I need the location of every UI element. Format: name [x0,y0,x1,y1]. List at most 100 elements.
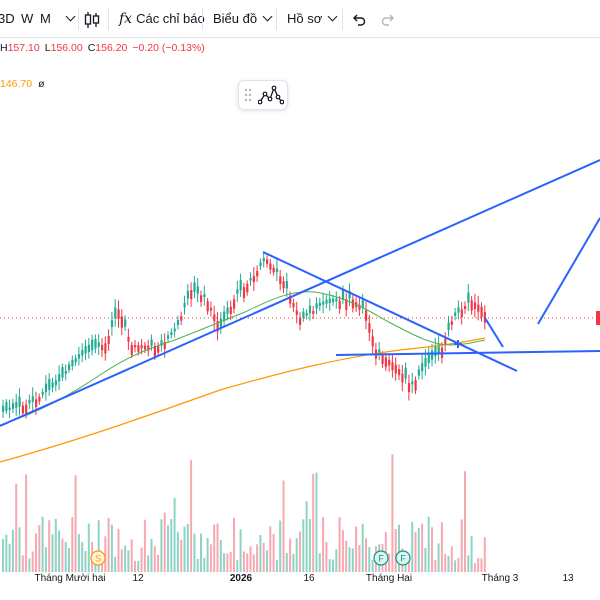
candle [348,290,351,299]
event-marker [90,550,106,566]
volume-bar [203,557,206,572]
volume-bar [94,562,97,572]
volume-bar [417,527,420,572]
candle [219,318,222,328]
candle [200,295,203,302]
candle [203,294,206,298]
volume-bar [173,497,176,572]
candle [11,403,15,409]
chevron-down-icon [65,11,76,22]
volume-bar [25,474,28,572]
candle [61,367,64,378]
candle [266,259,269,264]
volume-bar [322,517,325,572]
volume-bar [104,536,107,572]
candle [190,290,193,300]
volume-bar [216,523,219,572]
volume-bar [365,538,367,572]
volume-bar [315,472,318,572]
candle [384,357,387,367]
volume-bar [434,559,437,572]
candle [223,311,226,322]
candle [120,316,123,328]
profile-menu-label: Hồ sơ [287,11,323,26]
candle [71,359,74,367]
candle [279,276,282,285]
volume-bar [107,517,110,572]
interval-month-button[interactable]: M [40,11,51,26]
candle [289,295,292,304]
candle [170,331,173,336]
volume-bar [256,544,259,572]
candle [454,312,457,316]
volume-bar [18,527,21,572]
candle [351,299,354,309]
candle [464,306,467,310]
candle [292,303,295,308]
candle [447,322,450,330]
x-tick-label: Tháng Hai [365,573,413,584]
candle [196,286,199,294]
volume-bar [473,563,476,572]
candle [378,349,381,353]
volume-bar [143,519,146,572]
volume-bar [335,549,338,572]
volume-bar [74,475,77,572]
volume-bar [5,534,8,572]
candle [41,391,44,395]
candle [394,364,397,374]
volume-bar [332,559,334,572]
volume-bar [58,530,61,572]
volume-bar [31,551,34,572]
drag-handle-icon[interactable] [239,81,287,109]
candle [477,304,480,312]
candle [388,359,391,366]
candle [5,402,8,411]
volume-bar [77,534,80,572]
trend-line-drawing [262,251,518,372]
function-icon: fx [119,11,133,27]
candlestick-icon [84,11,100,28]
candle [233,299,236,309]
volume-bar [38,525,41,572]
volume-bar [338,517,341,572]
x-tick-label: 16 [303,573,315,584]
undo-button[interactable] [352,0,366,38]
interval-dropdown-button[interactable] [60,0,76,38]
candle [157,345,160,353]
volume-bar [130,539,133,572]
volume-bar [140,547,143,572]
trend-line-drawing [0,159,600,427]
candle [160,340,163,346]
pattern-tool-icon[interactable] [258,84,284,106]
event-marker-label: S [95,554,101,564]
candle [84,346,87,354]
interval-3d-button[interactable]: 3D [0,11,15,26]
x-tick-label: 13 [562,573,574,584]
volume-bar [371,559,374,572]
low-key: L [44,42,51,54]
redo-button[interactable] [381,0,395,38]
chart-menu-button[interactable]: Biểu đồ [213,0,273,38]
volume-bar [282,480,285,572]
candle [305,312,308,316]
candle-style-button[interactable] [84,0,100,38]
volume-bar [114,556,117,572]
candle [236,289,239,294]
indicators-button[interactable]: fx Các chỉ báo [119,0,205,38]
volume-bar [200,533,202,572]
low-value: 156.00 [50,42,83,54]
volume-bar [394,528,397,572]
candle [213,314,216,322]
candle [91,339,94,351]
floating-drawing-toolbar[interactable] [238,80,288,110]
candle [381,354,384,364]
candle [134,345,137,348]
interval-week-button[interactable]: W [21,11,34,26]
profile-menu-button[interactable]: Hồ sơ [287,0,338,38]
volume-bar [101,560,103,572]
x-tick-label: 2026 [229,573,253,584]
redo-icon [381,14,394,26]
volume-bar [252,554,255,572]
